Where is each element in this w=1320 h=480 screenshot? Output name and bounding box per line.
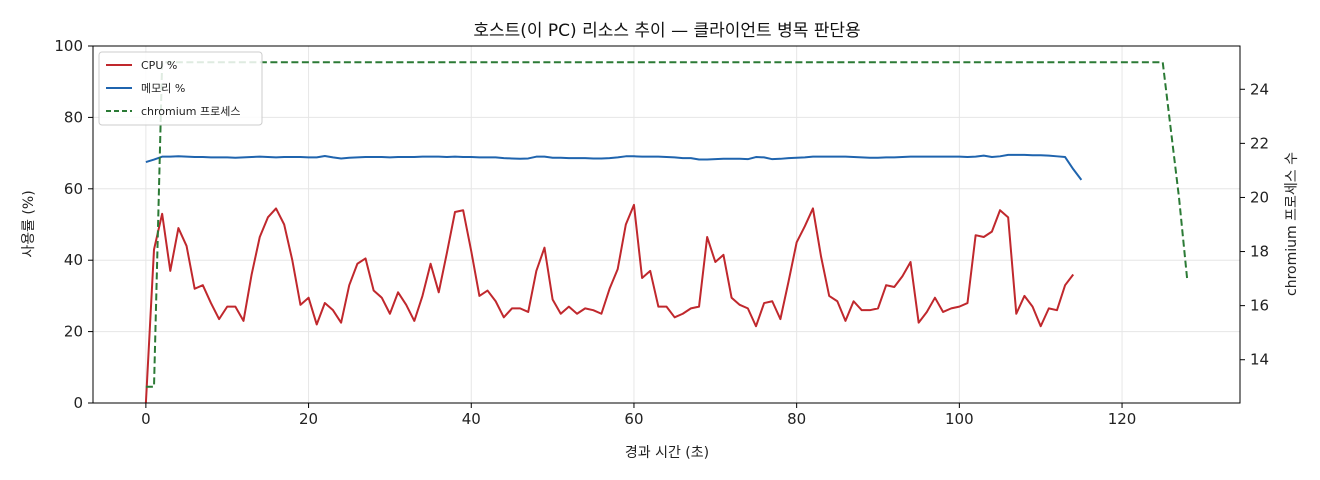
y2-tick-label: 18 — [1250, 243, 1269, 261]
y-tick-label: 40 — [64, 251, 83, 269]
y-tick-label: 100 — [54, 37, 83, 55]
y-axis-title: 사용률 (%) — [21, 190, 37, 257]
y-tick-label: 0 — [73, 394, 83, 412]
y-tick-label: 20 — [64, 323, 83, 341]
y2-tick-label: 24 — [1250, 80, 1269, 98]
y-axis-right: 14 16 18 20 22 24 — [1240, 80, 1269, 369]
legend-label: 메모리 % — [141, 82, 185, 95]
x-tick-label: 40 — [462, 410, 481, 428]
x-tick-label: 100 — [945, 410, 974, 428]
y2-tick-label: 14 — [1250, 351, 1269, 369]
y-tick-label: 80 — [64, 108, 83, 126]
x-tick-label: 60 — [624, 410, 643, 428]
legend-box — [98, 51, 263, 126]
chromium-series-line — [145, 61, 1189, 388]
chart-title: 호스트(이 PC) 리소스 추이 — 클라이언트 병목 판단용 — [473, 21, 860, 41]
y2-axis-title: chromium 프로세스 수 — [1284, 152, 1300, 296]
legend-label: chromium 프로세스 — [141, 105, 240, 118]
plot-frame — [92, 45, 1241, 404]
x-tick-label: 80 — [787, 410, 806, 428]
x-tick-label: 0 — [141, 410, 151, 428]
y2-tick-label: 20 — [1250, 188, 1269, 206]
x-tick-label: 120 — [1108, 410, 1137, 428]
x-tick-label: 20 — [299, 410, 318, 428]
y2-tick-label: 16 — [1250, 297, 1269, 315]
series-layer — [144, 61, 1189, 404]
y-axis-left: 0 20 40 60 80 100 — [54, 37, 93, 412]
cpu-series-line — [144, 203, 1075, 404]
y-tick-label: 60 — [64, 180, 83, 198]
y2-tick-label: 22 — [1250, 134, 1269, 152]
x-axis: 0 20 40 60 80 100 120 — [141, 403, 1136, 428]
legend: CPU % 메모리 % chromium 프로세스 — [98, 51, 263, 126]
x-axis-title: 경과 시간 (초) — [625, 445, 709, 461]
memory-series-line — [145, 153, 1083, 181]
legend-label: CPU % — [141, 59, 177, 72]
